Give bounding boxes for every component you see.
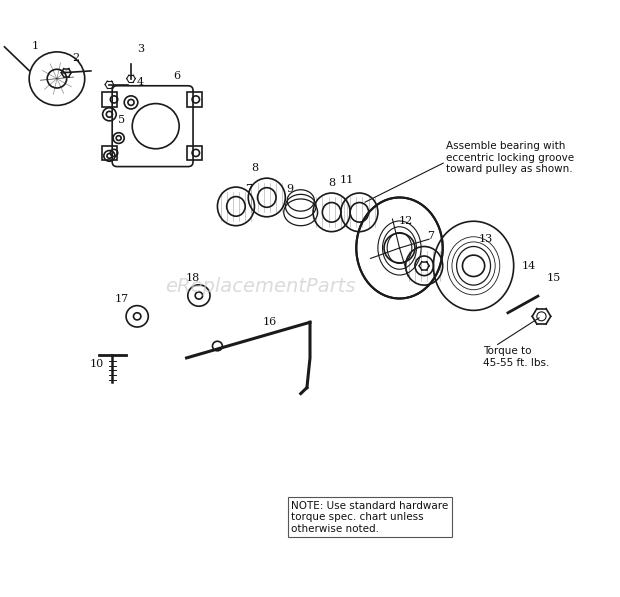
Text: 15: 15 (547, 273, 561, 283)
Bar (102, 146, 117, 160)
Text: 9: 9 (286, 183, 294, 193)
Text: 14: 14 (522, 261, 536, 271)
Text: 17: 17 (115, 294, 129, 303)
Text: 7: 7 (245, 183, 252, 193)
Text: 1: 1 (32, 41, 39, 51)
Text: Assemble bearing with
eccentric locking groove
toward pulley as shown.: Assemble bearing with eccentric locking … (446, 141, 574, 174)
Text: NOTE: Use standard hardware
torque spec. chart unless
otherwise noted.: NOTE: Use standard hardware torque spec.… (291, 500, 449, 534)
Text: 12: 12 (399, 216, 413, 226)
Bar (187, 146, 202, 160)
Text: 16: 16 (263, 317, 277, 327)
Text: 3: 3 (136, 44, 144, 54)
Text: 10: 10 (90, 359, 104, 369)
Text: 2: 2 (72, 53, 79, 63)
Text: 13: 13 (479, 234, 493, 244)
Text: eReplacementParts: eReplacementParts (166, 277, 356, 296)
Text: 6: 6 (174, 70, 181, 81)
Text: 8: 8 (251, 163, 258, 173)
Text: 8: 8 (328, 178, 335, 187)
Bar (102, 93, 117, 107)
Text: Torque to
45-55 ft. lbs.: Torque to 45-55 ft. lbs. (483, 346, 549, 368)
Text: 7: 7 (427, 231, 434, 241)
Text: 18: 18 (185, 273, 200, 283)
Text: 5: 5 (118, 115, 125, 125)
Text: 4: 4 (136, 76, 144, 87)
Text: 11: 11 (340, 175, 354, 184)
Bar (187, 93, 202, 107)
